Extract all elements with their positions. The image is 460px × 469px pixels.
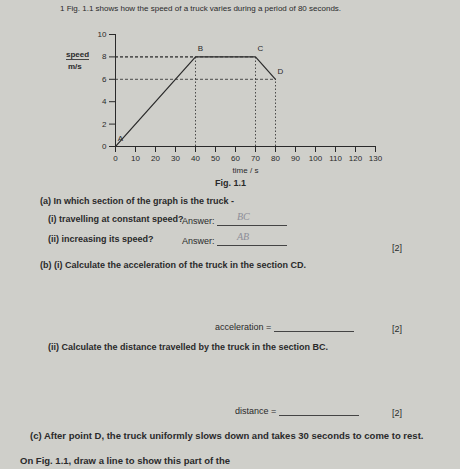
html-text:[2]: [2] [392,408,402,418]
html-text:m/s: m/s [68,62,82,71]
html-text:(i) travelling at constant spe: (i) travelling at constant speed?Answer: [48,214,217,226]
html-text:Answer:: Answer: [182,236,217,246]
svg-text:0: 0 [113,154,118,163]
svg-text:100: 100 [309,154,323,163]
html-text:distance =: distance = [235,406,279,416]
svg-text:10: 10 [98,30,107,39]
svg-text:40: 40 [191,154,200,163]
html-text:(b) (i) Calculate the accelera: (b) (i) Calculate the acceleration of th… [40,260,306,270]
html-text:(a) In which section of the gr: (a) In which section of the graph is the… [40,196,234,206]
html-text:Fig. 1.1: Fig. 1.1 [215,178,246,188]
svg-text:time / s: time / s [233,166,259,175]
svg-text:120: 120 [349,154,363,163]
svg-text:2: 2 [102,120,107,129]
html-text:[2]: [2] [392,324,402,334]
svg-text:C: C [258,44,264,53]
svg-text:6: 6 [102,75,107,84]
svg-text:30: 30 [171,154,180,163]
svg-text:60: 60 [231,154,240,163]
svg-text:B: B [198,44,203,53]
svg-text:10: 10 [131,154,140,163]
svg-text:4: 4 [102,97,107,106]
svg-text:90: 90 [291,154,300,163]
svg-text:20: 20 [151,154,160,163]
html-text:AB: AB [237,231,250,242]
html-text:On Fig. 1.1, draw a line to sh: On Fig. 1.1, draw a line to show this pa… [20,455,231,466]
html-text:acceleration =: acceleration = [215,322,274,332]
html-text:(ii) Calculate the distance tr: (ii) Calculate the distance travelled by… [48,342,329,352]
svg-text:70: 70 [251,154,260,163]
html-text:(ii) increasing its speed?: (ii) increasing its speed? [48,234,154,244]
html-text:BC: BC [237,211,250,222]
html-text:[2]: [2] [392,243,402,253]
svg-text:D: D [278,67,284,76]
svg-text:110: 110 [329,154,342,163]
svg-text:50: 50 [211,154,220,163]
html-text:1 Fig. 1.1 shows how the speed: 1 Fig. 1.1 shows how the speed of a truc… [60,4,342,13]
html-text:speed: speed [66,50,90,59]
svg-text:0: 0 [102,142,107,151]
svg-text:130: 130 [369,154,383,163]
svg-text:8: 8 [102,52,107,61]
html-text:(c) After point D, the truck u: (c) After point D, the truck uniformly s… [30,430,424,441]
svg-text:A: A [118,134,124,143]
svg-text:80: 80 [271,154,280,163]
